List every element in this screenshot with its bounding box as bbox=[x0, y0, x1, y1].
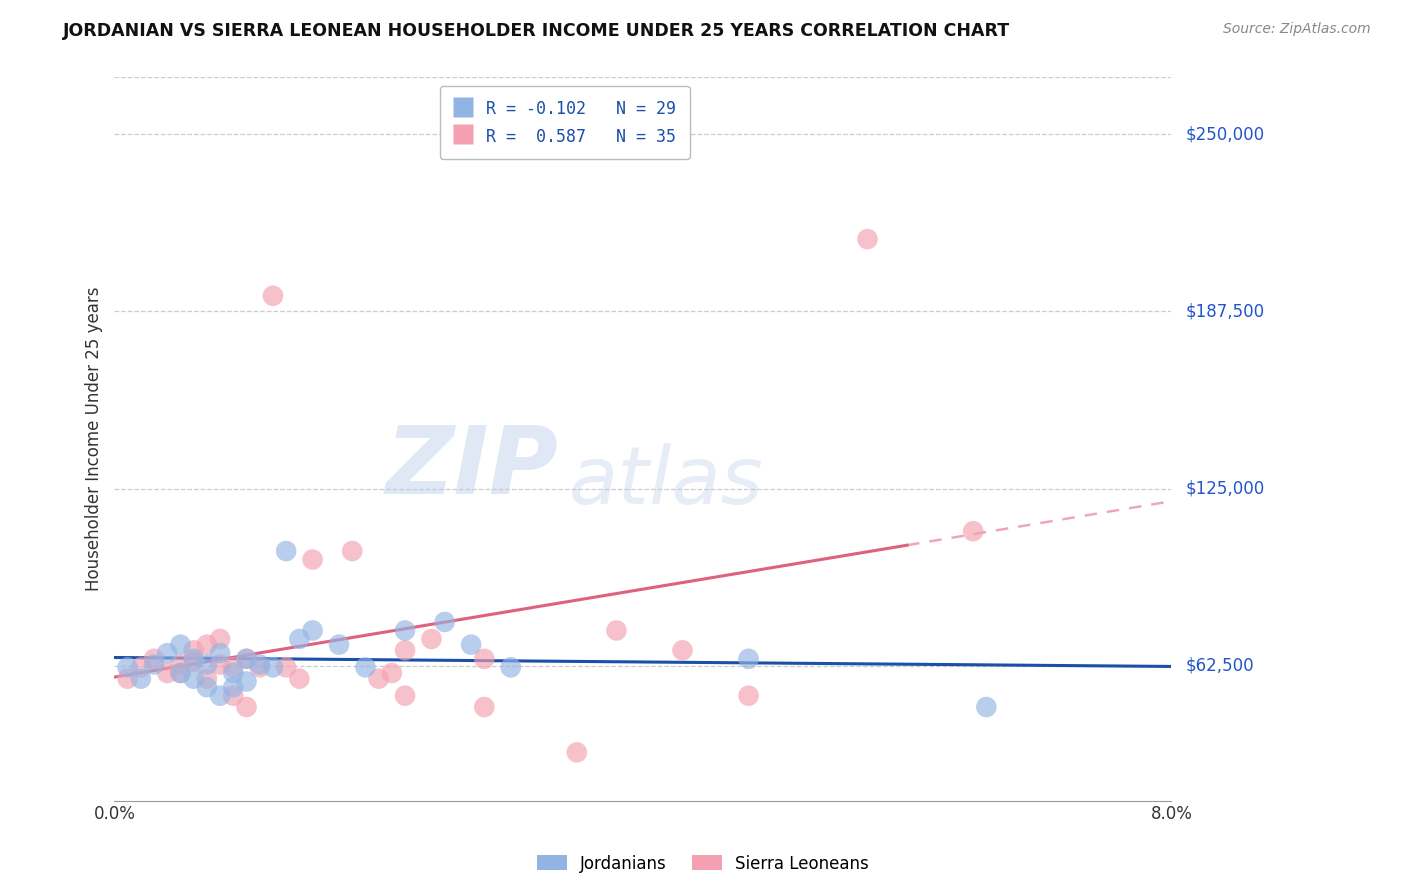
Point bbox=[222, 680, 245, 694]
Text: $250,000: $250,000 bbox=[1185, 125, 1264, 143]
Point bbox=[156, 665, 179, 680]
Point bbox=[222, 665, 245, 680]
Point bbox=[129, 672, 152, 686]
Point bbox=[169, 665, 191, 680]
Point bbox=[301, 624, 323, 638]
Point bbox=[433, 615, 456, 629]
Point bbox=[183, 643, 205, 657]
Point bbox=[328, 638, 350, 652]
Point bbox=[605, 624, 627, 638]
Point bbox=[169, 657, 191, 672]
Point bbox=[276, 544, 298, 558]
Point bbox=[143, 652, 166, 666]
Point bbox=[235, 674, 257, 689]
Point bbox=[472, 700, 495, 714]
Point bbox=[499, 660, 522, 674]
Point bbox=[288, 632, 311, 646]
Point bbox=[129, 660, 152, 674]
Point bbox=[856, 232, 879, 246]
Legend: Jordanians, Sierra Leoneans: Jordanians, Sierra Leoneans bbox=[530, 848, 876, 880]
Text: $125,000: $125,000 bbox=[1185, 480, 1264, 498]
Y-axis label: Householder Income Under 25 years: Householder Income Under 25 years bbox=[86, 287, 103, 591]
Point bbox=[183, 652, 205, 666]
Point bbox=[394, 643, 416, 657]
Point bbox=[276, 660, 298, 674]
Point bbox=[195, 657, 218, 672]
Point bbox=[183, 655, 205, 669]
Text: $187,500: $187,500 bbox=[1185, 302, 1264, 320]
Point bbox=[737, 689, 759, 703]
Text: atlas: atlas bbox=[569, 443, 763, 522]
Point bbox=[195, 638, 218, 652]
Point bbox=[394, 689, 416, 703]
Point bbox=[143, 657, 166, 672]
Point bbox=[962, 524, 984, 539]
Point bbox=[169, 665, 191, 680]
Point bbox=[222, 689, 245, 703]
Point bbox=[195, 680, 218, 694]
Point bbox=[460, 638, 482, 652]
Point bbox=[249, 657, 271, 672]
Point bbox=[209, 632, 232, 646]
Point bbox=[262, 289, 284, 303]
Point bbox=[976, 700, 998, 714]
Point bbox=[209, 646, 232, 660]
Text: ZIP: ZIP bbox=[385, 422, 558, 514]
Point bbox=[209, 689, 232, 703]
Text: JORDANIAN VS SIERRA LEONEAN HOUSEHOLDER INCOME UNDER 25 YEARS CORRELATION CHART: JORDANIAN VS SIERRA LEONEAN HOUSEHOLDER … bbox=[63, 22, 1011, 40]
Point bbox=[117, 672, 139, 686]
Point bbox=[209, 657, 232, 672]
Point bbox=[671, 643, 693, 657]
Point bbox=[117, 660, 139, 674]
Point bbox=[183, 672, 205, 686]
Point bbox=[354, 660, 377, 674]
Point bbox=[394, 624, 416, 638]
Point bbox=[235, 652, 257, 666]
Point bbox=[222, 660, 245, 674]
Point bbox=[169, 638, 191, 652]
Text: Source: ZipAtlas.com: Source: ZipAtlas.com bbox=[1223, 22, 1371, 37]
Point bbox=[342, 544, 364, 558]
Point bbox=[301, 552, 323, 566]
Point bbox=[565, 746, 588, 760]
Point bbox=[235, 652, 257, 666]
Point bbox=[195, 672, 218, 686]
Point bbox=[156, 646, 179, 660]
Point bbox=[262, 660, 284, 674]
Point bbox=[367, 672, 389, 686]
Text: $62,500: $62,500 bbox=[1185, 657, 1254, 675]
Point bbox=[420, 632, 443, 646]
Point bbox=[249, 660, 271, 674]
Point bbox=[472, 652, 495, 666]
Point bbox=[737, 652, 759, 666]
Legend: R = -0.102   N = 29, R =  0.587   N = 35: R = -0.102 N = 29, R = 0.587 N = 35 bbox=[440, 86, 690, 160]
Point bbox=[381, 665, 404, 680]
Point bbox=[235, 700, 257, 714]
Point bbox=[288, 672, 311, 686]
